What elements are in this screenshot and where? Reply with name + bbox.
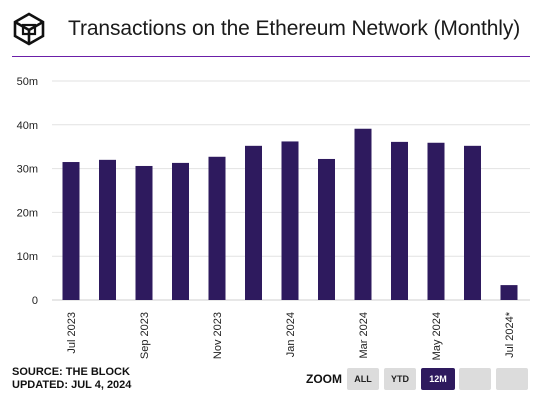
bar-jul-2024[interactable] <box>500 285 518 300</box>
bar-jan-2024[interactable] <box>281 141 299 300</box>
x-tick-label: May 2024 <box>431 312 443 360</box>
y-tick-label: 30m <box>17 164 38 176</box>
bar-apr-2024[interactable] <box>391 141 408 300</box>
zoom-ytd-button[interactable]: YTD <box>384 368 416 390</box>
zoom-12m-button[interactable]: 12M <box>421 368 455 390</box>
zoom-label: ZOOM <box>306 372 342 386</box>
bar-aug-2023[interactable] <box>99 159 116 300</box>
bars <box>62 128 518 300</box>
grid-lines <box>52 80 530 301</box>
zoom-all-button[interactable]: ALL <box>347 368 379 390</box>
y-tick-label: 10m <box>17 251 38 263</box>
x-tick-label: Mar 2024 <box>358 312 370 358</box>
the-block-logo-icon <box>13 12 45 46</box>
y-tick-label: 50m <box>17 76 38 88</box>
updated-text: UPDATED: JUL 4, 2024 <box>12 379 132 391</box>
source-text: SOURCE: THE BLOCK <box>12 366 130 378</box>
x-axis-labels: Jul 2023 Sep 2023 Nov 2023 Jan 2024 Mar 2024… <box>66 311 516 360</box>
x-tick-label: Jan 2024 <box>285 312 297 357</box>
bar-mar-2024[interactable] <box>354 128 372 300</box>
y-tick-label: 20m <box>17 207 38 219</box>
zoom-blank-button-1[interactable] <box>459 368 491 390</box>
bar-dec-2023[interactable] <box>245 145 262 300</box>
x-tick-label: Sep 2023 <box>139 312 151 359</box>
bar-oct-2023[interactable] <box>172 162 189 300</box>
bar-nov-2023[interactable] <box>208 156 226 300</box>
bar-sep-2023[interactable] <box>135 165 153 300</box>
chart-title: Transactions on the Ethereum Network (Mo… <box>68 17 521 40</box>
x-tick-label: Jul 2024* <box>504 311 516 358</box>
source-note: SOURCE: THE BLOCK UPDATED: JUL 4, 2024 <box>12 366 131 392</box>
bar-jul-2023[interactable] <box>62 162 80 300</box>
x-tick-label: Nov 2023 <box>212 312 224 359</box>
y-tick-label: 40m <box>17 120 38 132</box>
chart-header: Transactions on the Ethereum Network (Mo… <box>0 0 538 58</box>
y-axis-labels: 0 10m 20m 30m 40m 50m <box>17 76 38 307</box>
title-divider <box>12 56 530 57</box>
bar-feb-2024[interactable] <box>318 158 335 300</box>
y-tick-label: 0 <box>32 295 38 307</box>
bar-jun-2024[interactable] <box>464 145 481 300</box>
bar-may-2024[interactable] <box>427 142 445 300</box>
bar-chart: 0 10m 20m 30m 40m 50m Jul 2023 Sep 2023 Nov 202… <box>17 76 530 360</box>
zoom-blank-button-2[interactable] <box>496 368 528 390</box>
x-tick-label: Jul 2023 <box>66 312 78 354</box>
